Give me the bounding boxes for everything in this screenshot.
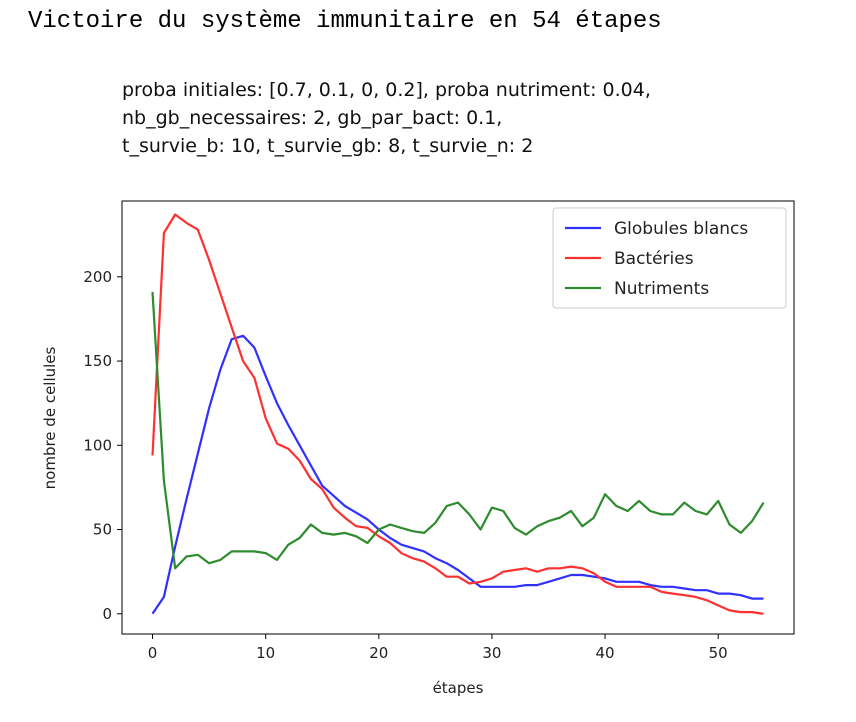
x-axis-label: étapes <box>433 679 484 697</box>
x-tick-label: 20 <box>369 644 388 662</box>
chart-title-line: nb_gb_necessaires: 2, gb_par_bact: 0.1, <box>122 107 503 129</box>
x-tick-label: 30 <box>482 644 501 662</box>
series-line-1 <box>151 213 764 615</box>
y-tick-label: 200 <box>83 268 112 286</box>
series-line-0 <box>151 334 764 615</box>
chart-title: proba initiales: [0.7, 0.1, 0, 0.2], pro… <box>122 76 651 160</box>
x-tick-label: 0 <box>148 644 158 662</box>
x-tick-label: 50 <box>709 644 728 662</box>
legend: Globules blancs Bactéries Nutriments <box>552 207 787 309</box>
legend-box <box>552 207 787 309</box>
chart-title-line: proba initiales: [0.7, 0.1, 0, 0.2], pro… <box>122 79 651 101</box>
x-tick-label: 40 <box>596 644 615 662</box>
y-tick-label: 50 <box>93 521 112 539</box>
y-tick-label: 0 <box>102 605 112 623</box>
y-axis-label: nombre de cellules <box>41 346 59 489</box>
y-tick-label: 150 <box>83 352 112 370</box>
plot-frame <box>121 200 795 635</box>
chart-title-line: t_survie_b: 10, t_survie_gb: 8, t_survie… <box>122 135 534 157</box>
page-heading: Victoire du système immunitaire en 54 ét… <box>28 8 662 35</box>
legend-label-2: Nutriments <box>614 279 709 299</box>
x-tick-label: 10 <box>256 644 275 662</box>
series-layer <box>151 213 765 615</box>
y-tick-label: 100 <box>83 436 112 454</box>
ticks-layer: 0 10 20 30 40 50 0 50 100 150 200 <box>83 268 727 662</box>
legend-label-1: Bactéries <box>614 249 694 269</box>
series-line-2 <box>151 291 765 570</box>
legend-label-0: Globules blancs <box>614 219 748 239</box>
